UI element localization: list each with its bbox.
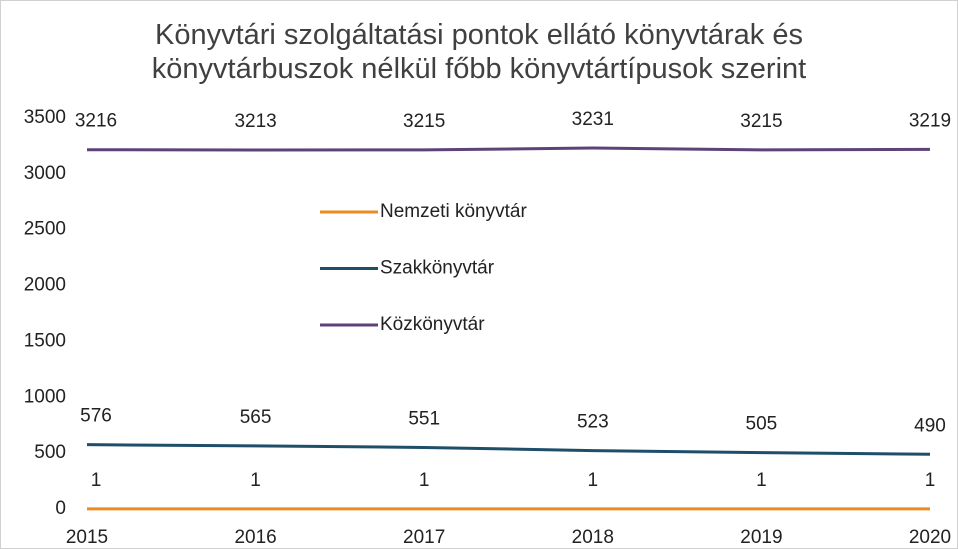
x-tick-label: 2016 xyxy=(234,527,276,548)
x-tick-label: 2018 xyxy=(572,527,614,548)
y-tick-label: 2500 xyxy=(24,219,66,240)
data-label: 3219 xyxy=(909,110,951,131)
data-label: 523 xyxy=(577,412,609,433)
data-label: 565 xyxy=(240,407,272,428)
y-tick-label: 3000 xyxy=(24,163,66,184)
y-tick-label: 3500 xyxy=(24,107,66,128)
series-line xyxy=(86,443,931,456)
data-label: 3215 xyxy=(403,111,445,132)
series-line xyxy=(86,146,931,152)
data-label: 3213 xyxy=(234,111,276,132)
data-label: 1 xyxy=(588,470,599,491)
data-label: 1 xyxy=(925,470,936,491)
x-tick-label: 2020 xyxy=(909,527,951,548)
data-label: 1 xyxy=(419,470,430,491)
legend-label: Nemzeti könyvtár xyxy=(380,201,527,222)
data-label: 505 xyxy=(746,414,778,435)
data-label: 490 xyxy=(914,415,946,436)
x-tick-label: 2017 xyxy=(403,527,445,548)
data-label: 1 xyxy=(91,470,102,491)
y-tick-label: 1000 xyxy=(24,386,66,407)
x-tick-label: 2019 xyxy=(740,527,782,548)
data-label: 3216 xyxy=(75,111,117,132)
data-label: 3231 xyxy=(572,109,614,130)
title-box: Könyvtári szolgáltatási pontok ellátó kö… xyxy=(0,18,958,86)
y-tick-label: 1500 xyxy=(24,330,66,351)
data-label: 3215 xyxy=(740,111,782,132)
data-label: 576 xyxy=(80,406,112,427)
data-label: 1 xyxy=(756,470,767,491)
chart-title: Könyvtári szolgáltatási pontok ellátó kö… xyxy=(151,19,807,85)
y-tick-label: 2000 xyxy=(24,275,66,296)
data-label: 551 xyxy=(408,408,440,429)
x-tick-label: 2015 xyxy=(66,527,108,548)
legend-label: Közkönyvtár xyxy=(380,314,485,335)
data-label: 1 xyxy=(250,470,261,491)
legend-label: Szakkönyvtár xyxy=(380,258,495,279)
y-tick-label: 500 xyxy=(34,442,66,463)
y-tick-label: 0 xyxy=(55,498,66,519)
